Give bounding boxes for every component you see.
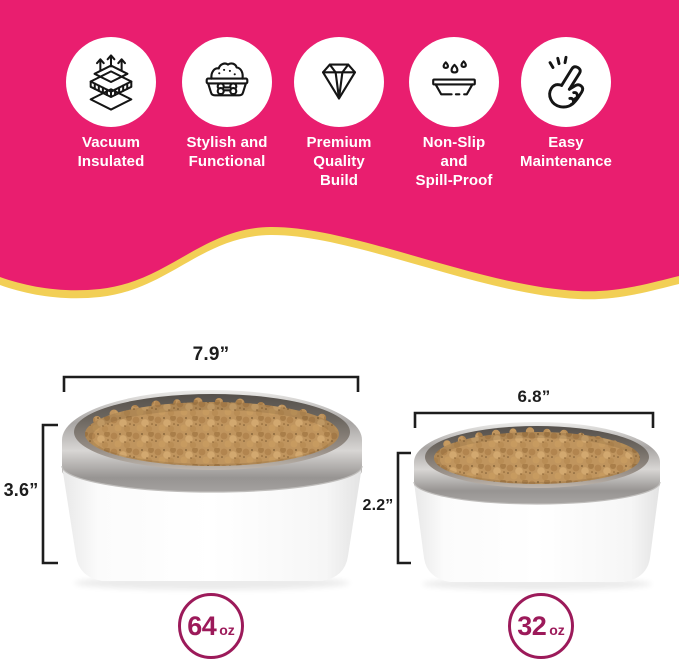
feature-label: Non-Slip and Spill-Proof [415,134,493,189]
width-bracket-large [62,375,360,392]
capacity-unit: oz [549,621,565,638]
feature-label: Stylish and Functional [186,134,268,170]
hero-section: Vacuum Insulated [0,0,679,300]
feature-circle [182,37,272,127]
feature-stylish-functional: Stylish and Functional [170,37,284,171]
kibble-small [434,427,640,484]
feature-label: Easy Maintenance [520,134,612,170]
feature-circle [409,37,499,127]
feature-circle [521,37,611,127]
width-bracket-small [413,411,655,428]
feature-non-slip: Non-Slip and Spill-Proof [397,37,511,190]
dimension-brackets [41,375,655,565]
large-bowl-photo [61,390,363,590]
non-slip-bowl-icon [432,60,476,96]
kibble-large [85,397,339,466]
pink-wave-background [0,0,679,300]
capacity-value: 64 [187,610,217,641]
height-bracket-small [396,451,411,565]
diamond-icon [321,63,357,100]
small-bowl-height-label: 2.2” [362,497,394,514]
capacity-value: 32 [517,610,547,641]
small-bowl-width-label: 6.8” [517,387,551,406]
large-bowl-height-label: 3.6” [3,480,39,500]
small-bowl-photo [413,422,661,590]
pet-bowl-bone-icon [205,62,249,97]
vacuum-insulated-icon [89,54,133,111]
feature-easy-maintenance: Easy Maintenance [509,37,623,171]
snapping-fingers-icon [548,55,585,109]
feature-circle [294,37,384,127]
small-bowl-capacity-badge: 32 oz [508,593,574,659]
large-bowl-width-label: 7.9” [192,344,230,365]
height-bracket-large [41,423,58,565]
feature-vacuum-insulated: Vacuum Insulated [54,37,168,171]
feature-label: Vacuum Insulated [77,134,145,170]
large-bowl-capacity-badge: 64 oz [178,593,244,659]
feature-label: Premium Quality Build [306,134,372,189]
capacity-unit: oz [219,621,235,638]
bowls-illustration [41,375,661,590]
capacity-text: 64 oz [187,611,235,642]
wave-pink-fill [0,0,679,292]
capacity-text: 32 oz [517,611,565,642]
feature-circle [66,37,156,127]
feature-premium-quality: Premium Quality Build [282,37,396,190]
